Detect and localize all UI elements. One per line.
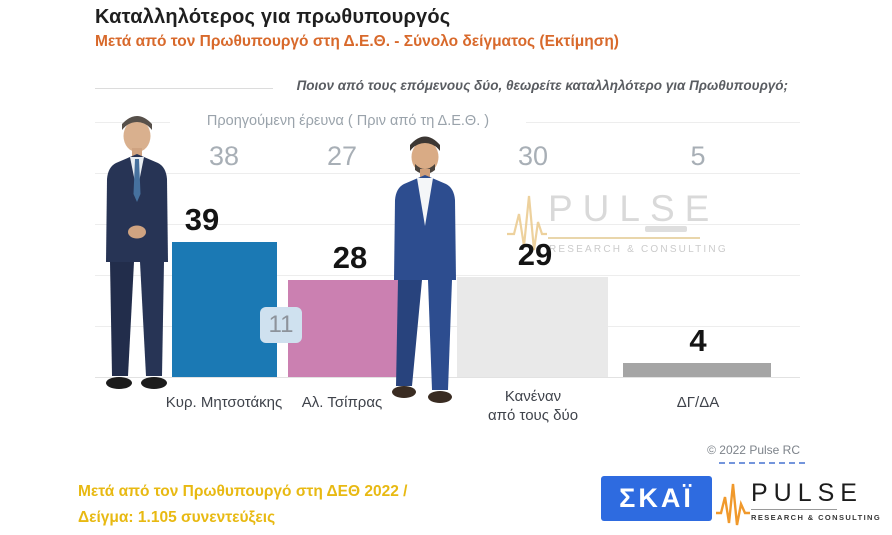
previous-value-label: 27 (326, 141, 358, 171)
survey-question: Ποιον από τους επόμενους δύο, θεωρείτε κ… (296, 78, 788, 93)
difference-badge: 11 (260, 307, 302, 343)
skai-logo: ΣΚΑΪ (601, 476, 712, 521)
category-label: ΔΓ/ΔΑ (676, 394, 720, 411)
bar (288, 280, 401, 377)
pulse-waveform-icon (716, 483, 750, 526)
page-subtitle: Μετά από τον Πρωθυπουργό στη Δ.Ε.Θ. - Σύ… (95, 33, 619, 50)
bar (623, 363, 771, 377)
pulse-logo-topline (719, 462, 805, 464)
pulse-logo-rule (751, 509, 837, 510)
previous-value-label: 5 (690, 141, 706, 171)
question-divider (95, 88, 273, 89)
gridline (95, 173, 800, 174)
previous-survey-legend: Προηγούμενη έρευνα ( Πριν από τη Δ.Ε.Θ. … (170, 113, 526, 129)
bar (457, 277, 608, 377)
current-value-label: 28 (332, 240, 368, 275)
footnote-line-1: Μετά από τον Πρωθυπουργό στη ΔΕΘ 2022 / (78, 483, 408, 500)
watermark-tagline: RESEARCH & CONSULTING (549, 244, 728, 255)
photo-tsipras (392, 136, 456, 403)
previous-value-label: 38 (208, 141, 240, 171)
watermark-wordmark: PULSE (548, 188, 720, 229)
pulse-logo-tagline: RESEARCH & CONSULTING (751, 513, 882, 522)
photo-mitsotakis (106, 116, 168, 389)
current-value-label: 39 (184, 202, 220, 237)
footnote-line-2: Δείγμα: 1.105 συνεντεύξεις (78, 508, 276, 526)
footnote: Μετά από τον Πρωθυπουργό στη ΔΕΘ 2022 / … (78, 479, 407, 530)
copyright-text: © 2022 Pulse RC (707, 443, 800, 457)
watermark-rule (548, 237, 700, 239)
pulse-waveform-watermark-icon (507, 195, 547, 251)
category-label: Κανέναν από τους δύο (487, 388, 579, 424)
current-value-label: 29 (517, 237, 553, 272)
category-label: Κυρ. Μητσοτάκης (165, 394, 283, 411)
current-value-label: 4 (689, 323, 707, 358)
previous-value-label: 30 (517, 141, 549, 171)
page-title: Καταλληλότερος για πρωθυπουργός (95, 6, 451, 28)
category-label: Αλ. Τσίπρας (301, 394, 383, 411)
bar (172, 242, 277, 377)
pulse-logo-wordmark: PULSE (751, 479, 863, 507)
watermark-smudge (645, 226, 687, 232)
